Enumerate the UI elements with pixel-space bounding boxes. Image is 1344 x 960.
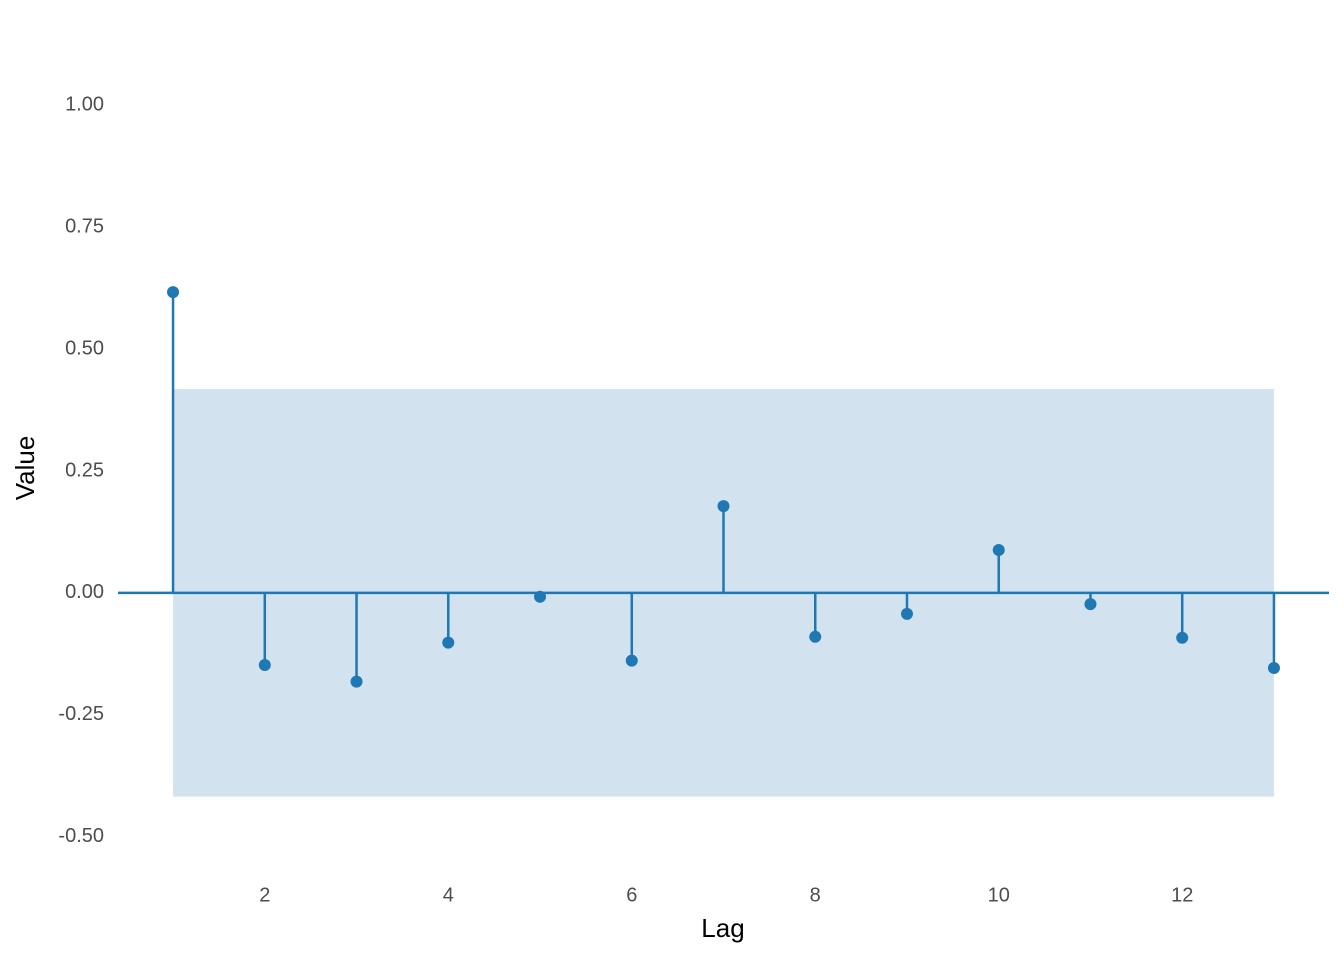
point: [1267, 661, 1280, 674]
y-tick-label: -0.25: [58, 703, 104, 725]
point: [534, 590, 547, 603]
x-tick-label: 10: [988, 884, 1010, 906]
point: [809, 630, 822, 643]
x-tick-label: 2: [259, 884, 270, 906]
x-tick-label: 4: [443, 884, 454, 906]
point: [1176, 631, 1189, 644]
x-axis-title: Lag: [701, 913, 744, 943]
y-tick-label: 1.00: [65, 94, 104, 116]
point: [258, 659, 271, 672]
x-tick-label: 12: [1171, 884, 1193, 906]
y-tick-label: -0.50: [58, 825, 104, 847]
point: [350, 675, 363, 688]
y-tick-label: 0.75: [65, 216, 104, 238]
point: [717, 500, 730, 513]
point: [1084, 598, 1097, 611]
point: [442, 636, 455, 649]
point: [900, 607, 913, 620]
y-axis-title: Value: [10, 436, 40, 501]
y-tick-label: 0.50: [65, 337, 104, 359]
x-tick-label: 8: [810, 884, 821, 906]
point: [167, 286, 180, 299]
y-tick-label: 0.25: [65, 459, 104, 481]
x-tick-label: 6: [626, 884, 637, 906]
y-tick-label: 0.00: [65, 581, 104, 603]
point: [992, 543, 1005, 556]
point: [625, 654, 638, 667]
